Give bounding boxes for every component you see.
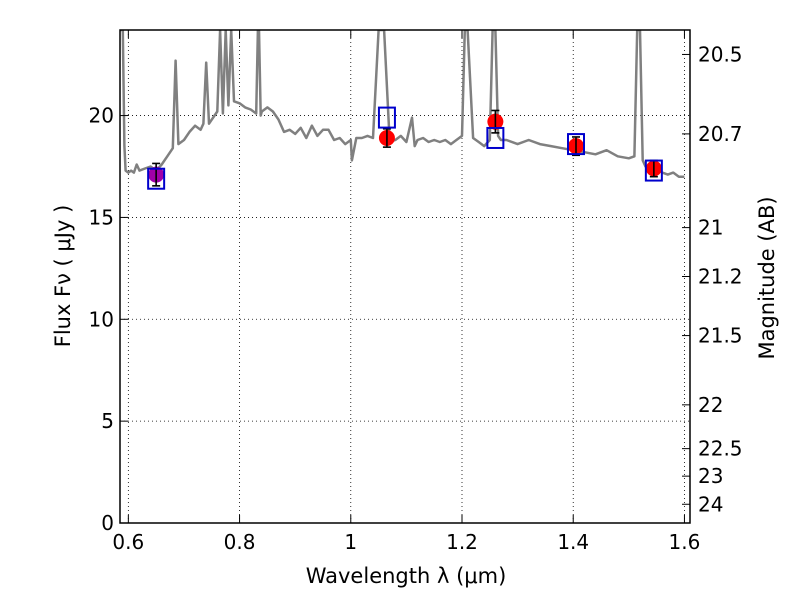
y2-tick-label: 20.5 <box>698 42 743 66</box>
y2-tick-label: 21 <box>698 216 723 240</box>
x-tick-label: 0.6 <box>112 530 144 554</box>
x-tick-label: 1 <box>344 530 357 554</box>
model-square <box>567 133 585 156</box>
x-tick-label: 1.2 <box>446 530 478 554</box>
grid-lines <box>120 30 690 523</box>
model-square <box>377 106 396 129</box>
y2-tick-label: 22.5 <box>698 437 743 461</box>
data-point <box>568 136 584 157</box>
axis-ticks: 0.6 0.8 1 1.2 1.4 1.6 0 5 10 15 20 20.5 20.7 21 21.2 21… <box>89 30 743 554</box>
data-point <box>487 109 504 134</box>
x-tick-label: 1.4 <box>557 530 589 554</box>
y-tick-label: 0 <box>101 511 114 535</box>
y-axis-label: Flux Fν ( μJy ) <box>51 205 75 348</box>
spectrum-line <box>120 30 685 178</box>
y2-tick-label: 21.2 <box>698 265 743 289</box>
y2-tick-label: 21.5 <box>698 324 743 348</box>
model-square <box>644 159 663 182</box>
model-square <box>147 167 166 190</box>
y-tick-label: 20 <box>89 104 114 128</box>
x-tick-label: 1.6 <box>669 530 701 554</box>
y2-tick-label: 23 <box>698 464 723 488</box>
model-square <box>486 126 505 149</box>
data-point <box>148 162 165 187</box>
x-axis-label: Wavelength λ (μm) <box>306 564 507 588</box>
y2-axis-label: Magnitude (AB) <box>755 196 779 359</box>
y2-tick-label: 20.7 <box>698 122 743 146</box>
spectrum-series <box>120 30 685 178</box>
model-squares <box>147 106 663 190</box>
y-tick-label: 10 <box>89 307 114 331</box>
y2-tick-label: 24 <box>698 492 723 516</box>
y-tick-label: 5 <box>101 409 114 433</box>
y2-tick-label: 22 <box>698 393 723 417</box>
y-tick-label: 15 <box>89 205 114 229</box>
x-tick-label: 0.8 <box>224 530 256 554</box>
data-point <box>645 159 662 178</box>
data-point <box>378 128 395 148</box>
